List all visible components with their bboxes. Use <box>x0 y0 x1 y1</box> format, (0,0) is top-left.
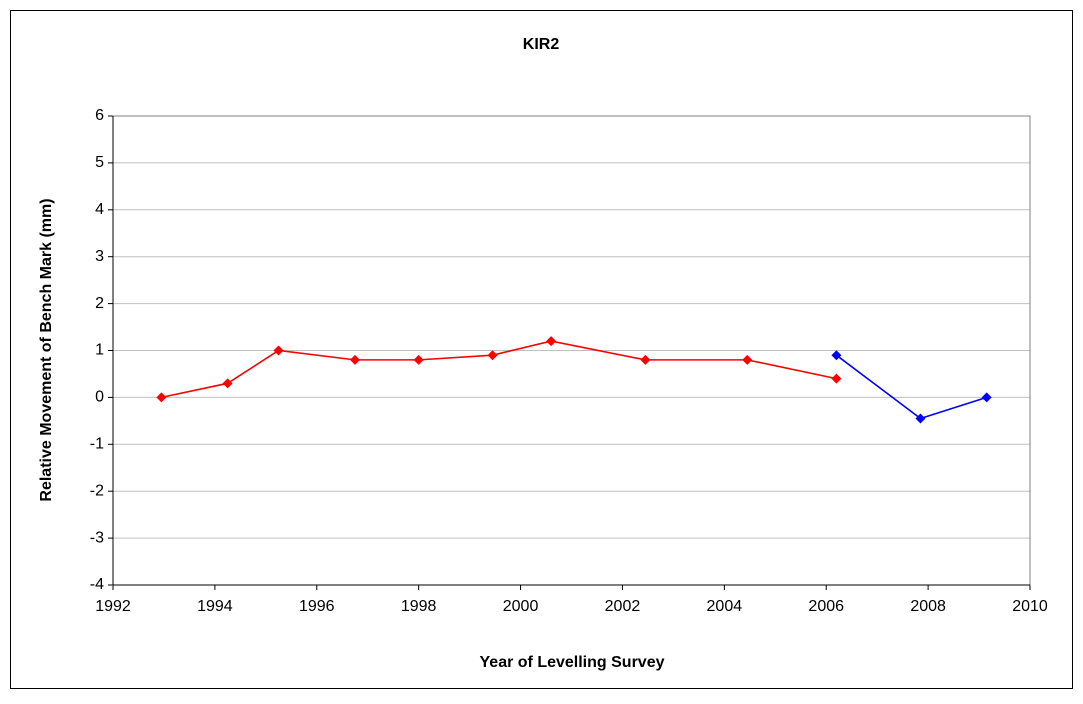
x-tick-label: 1996 <box>299 598 335 615</box>
data-point <box>742 354 753 365</box>
x-tick-label: 2006 <box>808 598 844 615</box>
x-tick-label: 2008 <box>910 598 946 615</box>
data-point <box>349 354 360 365</box>
data-point <box>487 350 498 361</box>
x-tick-label: 2000 <box>503 598 539 615</box>
data-point <box>273 345 284 356</box>
x-tick-label: 1998 <box>401 598 437 615</box>
x-tick-label: 2002 <box>605 598 641 615</box>
series-line <box>161 340 837 399</box>
y-tick-label: 1 <box>95 342 104 359</box>
data-point <box>222 378 233 389</box>
y-tick-label: 0 <box>95 389 104 406</box>
x-tick-label: 1992 <box>95 598 131 615</box>
y-tick-label: -4 <box>90 576 104 593</box>
y-tick-label: 2 <box>95 295 104 312</box>
x-tick-label: 1994 <box>197 598 233 615</box>
y-tick-label: -1 <box>90 436 104 453</box>
data-point <box>640 354 651 365</box>
data-point <box>831 373 842 384</box>
data-point <box>915 413 926 424</box>
data-point <box>981 392 992 403</box>
x-axis-label: Year of Levelling Survey <box>480 654 665 671</box>
x-tick-label: 2010 <box>1012 598 1048 615</box>
y-tick-label: 5 <box>95 154 104 171</box>
y-axis-label: Relative Movement of Bench Mark (mm) <box>38 198 55 501</box>
data-point <box>156 392 167 403</box>
chart-title: KIR2 <box>523 36 560 53</box>
y-tick-label: 6 <box>95 107 104 124</box>
data-point <box>546 336 557 347</box>
y-tick-label: 3 <box>95 248 104 265</box>
chart-border <box>10 10 1073 689</box>
data-point <box>831 350 842 361</box>
x-tick-label: 2004 <box>707 598 743 615</box>
y-tick-label: -2 <box>90 482 104 499</box>
y-tick-label: 4 <box>95 201 104 218</box>
data-point <box>413 354 424 365</box>
y-tick-label: -3 <box>90 529 104 546</box>
